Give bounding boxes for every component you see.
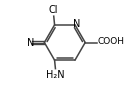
Text: H₂N: H₂N	[46, 70, 65, 79]
Text: Cl: Cl	[48, 5, 58, 15]
Text: COOH: COOH	[97, 37, 124, 46]
Text: N: N	[27, 37, 34, 48]
Text: N: N	[73, 19, 81, 29]
